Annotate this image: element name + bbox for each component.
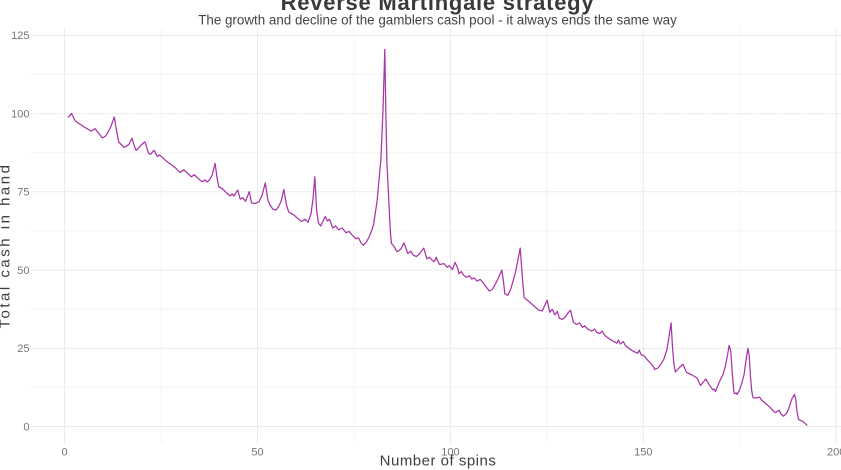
svg-text:50: 50 <box>251 447 263 459</box>
svg-text:Reverse Martingale strategy: Reverse Martingale strategy <box>281 0 595 15</box>
svg-text:50: 50 <box>17 265 29 277</box>
svg-text:125: 125 <box>11 30 29 42</box>
svg-text:The growth and decline of the: The growth and decline of the gamblers c… <box>198 13 677 28</box>
svg-text:Number of spins: Number of spins <box>380 453 497 470</box>
svg-text:150: 150 <box>634 447 652 459</box>
svg-text:0: 0 <box>62 447 68 459</box>
svg-text:Total cash in hand: Total cash in hand <box>0 163 14 329</box>
svg-text:75: 75 <box>17 187 29 199</box>
svg-text:100: 100 <box>441 447 459 459</box>
svg-text:0: 0 <box>23 421 29 433</box>
svg-text:100: 100 <box>11 108 29 120</box>
svg-text:25: 25 <box>17 343 29 355</box>
svg-text:200: 200 <box>827 447 841 459</box>
